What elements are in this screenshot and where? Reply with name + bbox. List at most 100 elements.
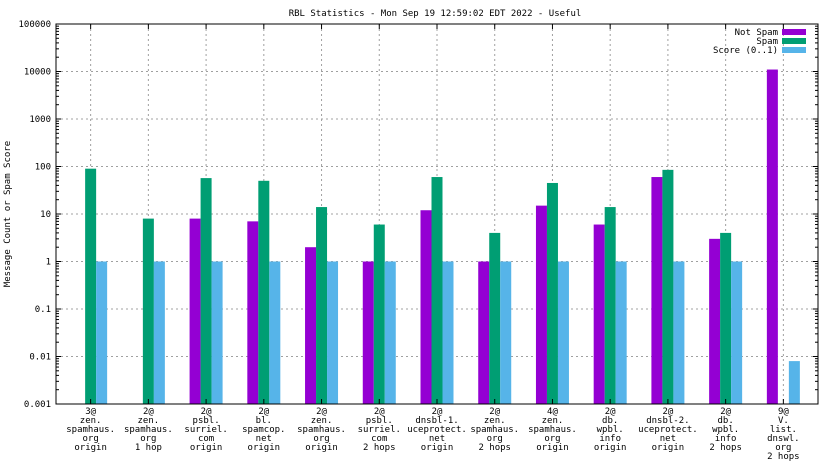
bar-score-0-1 [442,261,454,404]
x-tick-label-line: info [715,434,737,444]
x-tick-label-line: origin [421,443,454,453]
x-tick-label-line: com [198,434,214,444]
bar-score-0-1 [327,261,339,404]
bar-spam [662,169,674,404]
x-tick-label: 2@ db. wpbl. info origin [594,407,627,453]
x-tick-label-line: 2@ [720,407,731,417]
x-tick-label-line: origin [652,443,685,453]
bar-score-0-1 [615,261,627,404]
x-tick-label-line: spamhaus. [124,425,173,435]
x-tick-label-line: 2@ [316,407,327,417]
bar-spam [546,182,558,404]
x-tick-label-line: origin [536,443,569,453]
x-tick-label-line: info [599,434,621,444]
x-tick-label: 2@ dnsbl-2. uceprotect. net origin [638,407,698,453]
bar-spam [720,232,732,404]
bar-not-spam [478,261,490,404]
y-tick-label: 0.001 [24,400,51,410]
x-tick-label: 9@ V. list. dnswl. org 2 hops [767,407,800,462]
x-tick-label: 3@ zen. spamhaus. org origin [66,407,115,453]
bar-score-0-1 [211,261,223,404]
bar-not-spam [535,205,547,404]
x-tick-label-line: 2@ [489,407,500,417]
x-tick-label-line: zen. [138,416,160,426]
x-tick-label-line: uceprotect. [638,425,698,435]
x-tick-label-line: psbl. [193,416,220,426]
x-tick-label-line: org [83,434,99,444]
bar-score-0-1 [673,261,685,404]
x-tick-label-line: dnsbl-2. [646,416,689,426]
bar-not-spam [593,224,605,404]
x-tick-label-line: origin [305,443,338,453]
x-tick-label-line: wpbl. [597,425,624,435]
bar-spam [489,232,501,404]
bar-not-spam [362,261,374,404]
x-tick-label-line: net [429,434,445,444]
x-tick-label-line: 2@ [374,407,385,417]
bar-score-0-1 [96,261,108,404]
bar-spam [85,168,97,404]
x-tick-label-line: 2@ [662,407,673,417]
bar-spam [373,224,385,404]
x-tick-label-line: uceprotect. [407,425,467,435]
x-tick-label-line: net [660,434,676,444]
x-tick-label: 2@ bl. spamcop. net origin [242,407,285,453]
y-tick-label: 10000 [24,68,51,78]
x-tick-label-line: db. [718,416,734,426]
bar-spam [431,177,443,404]
x-tick-label-line: V. [778,416,789,426]
x-tick-label-line: 2 hops [478,443,511,453]
bar-spam [316,207,328,404]
y-tick-label: 10 [40,210,51,220]
x-tick-label: 2@ dnsbl-1. uceprotect. net origin [407,407,467,453]
x-tick-label-line: 2@ [258,407,269,417]
legend-swatch [782,47,806,53]
x-tick-label-line: wpbl. [712,425,739,435]
x-tick-label-line: 2@ [432,407,443,417]
x-tick-label-line: list. [770,425,797,435]
x-tick-label: 2@ zen. spamhaus. org 1 hop [124,407,173,453]
x-tick-label-line: 9@ [778,407,789,417]
bar-spam [604,207,616,404]
y-tick-label: 100000 [18,20,51,30]
x-tick-label-line: surriel. [358,425,401,435]
bar-not-spam [766,69,778,404]
x-tick-label: 2@ psbl. surriel. com 2 hops [358,407,401,453]
x-tick-label-line: 1 hop [135,443,162,453]
x-tick-label-line: db. [602,416,618,426]
x-tick-label-line: org [544,434,560,444]
x-tick-label: 2@ psbl. surriel. com origin [184,407,227,453]
bar-score-0-1 [731,261,743,404]
legend-label: Score (0..1) [713,46,778,56]
x-tick-label-line: origin [190,443,223,453]
bar-spam [200,178,212,404]
x-tick-label: 2@ db. wpbl. info 2 hops [709,407,742,453]
y-tick-label: 1 [46,258,51,268]
x-tick-label-line: spamcop. [242,425,285,435]
x-tick-label-line: org [313,434,329,444]
bar-not-spam [651,177,663,404]
bar-score-0-1 [384,261,396,404]
y-tick-label: 1000 [29,115,51,125]
bars [85,69,800,404]
y-axis-label: Message Count or Spam Score [3,141,13,287]
x-tick-label-line: dnsbl-1. [415,416,458,426]
x-tick-label-line: org [140,434,156,444]
y-tick-label: 100 [35,163,51,173]
x-tick-label-line: zen. [542,416,564,426]
x-tick-label-line: 4@ [547,407,558,417]
x-tick-label-line: dnswl. [767,434,800,444]
legend-swatch [782,38,806,44]
x-tick-label-line: spamhaus. [528,425,577,435]
x-tick-label-line: 2 hops [767,452,800,462]
x-tick-label-line: 2@ [201,407,212,417]
bar-not-spam [709,238,721,404]
legend-label: Spam [756,37,778,47]
x-tick-label-line: spamhaus. [66,425,115,435]
legend-label: Not Spam [735,28,778,38]
x-tick-label-line: origin [74,443,107,453]
x-tick-label-line: net [256,434,272,444]
bar-not-spam [247,221,259,404]
